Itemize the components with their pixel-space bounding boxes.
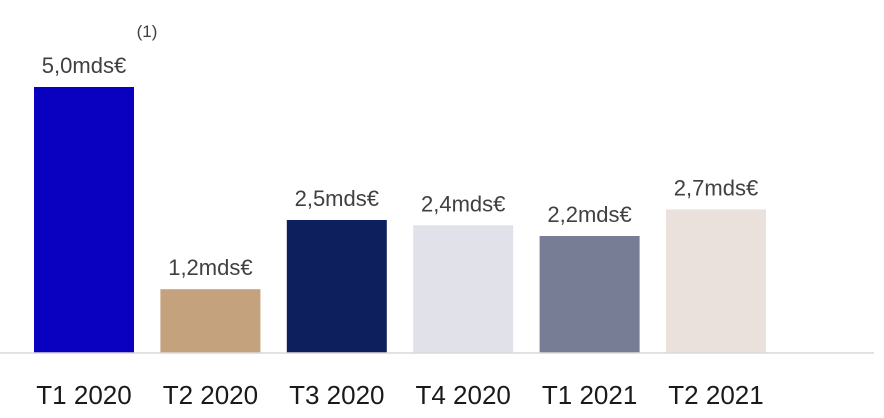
bar-t2-2021 — [666, 209, 766, 353]
bar-t1-2020 — [34, 87, 134, 353]
category-label: T3 2020 — [289, 380, 384, 410]
bar-t4-2020 — [413, 225, 514, 353]
bars-group — [34, 87, 766, 353]
category-label: T2 2021 — [668, 380, 763, 410]
bar-t3-2020 — [286, 220, 387, 353]
bar-t1-2021 — [539, 236, 640, 353]
footnote-marker: (1) — [137, 22, 158, 41]
value-label: 2,4mds€ — [421, 191, 505, 216]
value-label: 2,7mds€ — [674, 175, 758, 200]
category-label: T4 2020 — [415, 380, 510, 410]
value-label: 2,2mds€ — [547, 202, 631, 227]
value-label: 2,5mds€ — [295, 186, 379, 211]
category-labels-group: T1 2020 T2 2020 T3 2020 T4 2020 T1 2021 T2 20… — [36, 380, 763, 410]
category-label: T1 2020 — [36, 380, 131, 410]
bar-t2-2020 — [160, 289, 261, 353]
value-label: 1,2mds€ — [168, 255, 252, 280]
value-labels-group: 5,0mds€ 1,2mds€ 2,5mds€ 2,4mds€ 2,2mds€ 2,7md… — [42, 53, 758, 280]
value-label: 5,0mds€ — [42, 53, 126, 78]
category-label: T2 2020 — [163, 380, 258, 410]
category-label: T1 2021 — [542, 380, 637, 410]
